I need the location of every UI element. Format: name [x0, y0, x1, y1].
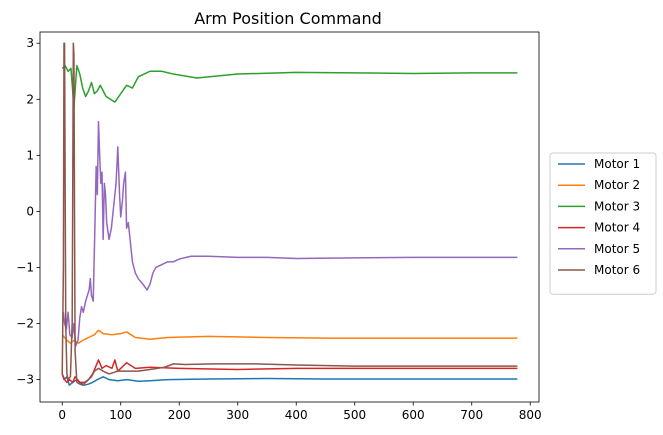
series-line-motor-1: [61, 373, 518, 386]
legend-label-motor-2: Motor 2: [594, 178, 640, 192]
x-tick-label: 600: [402, 408, 425, 422]
x-tick-label: 0: [58, 408, 66, 422]
x-axis: 0 100 200 300 400 500 600 700 800: [58, 402, 542, 422]
legend-box: [549, 152, 657, 295]
series-line-motor-3: [61, 64, 518, 109]
plot-frame: [39, 31, 540, 403]
series-line-motor-4: [61, 359, 518, 384]
legend-label-motor-1: Motor 1: [594, 157, 640, 171]
plot-area: [39, 31, 540, 403]
series-line-motor-6: [61, 42, 518, 386]
y-tick-label: 0: [26, 204, 34, 218]
y-tick-label: 1: [26, 148, 34, 162]
x-tick-label: 800: [519, 408, 542, 422]
legend-label-motor-4: Motor 4: [594, 221, 640, 235]
y-tick-label: 3: [26, 36, 34, 50]
x-tick-label: 400: [285, 408, 308, 422]
x-tick-label: 100: [109, 408, 132, 422]
chart-title: Arm Position Command: [194, 9, 382, 28]
y-tick-label: −2: [16, 317, 34, 331]
series-line-motor-5: [62, 120, 518, 347]
y-tick-label: −3: [16, 373, 34, 387]
legend: Motor 1 Motor 2 Motor 3 Motor 4 Motor 5 Motor…: [549, 152, 657, 295]
legend-label-motor-3: Motor 3: [594, 199, 640, 213]
y-tick-label: −1: [16, 260, 34, 274]
series-line-motor-2: [61, 329, 518, 344]
series-lines: [61, 42, 518, 386]
legend-label-motor-6: Motor 6: [594, 263, 640, 277]
y-axis: −3 −2 −1 0 1 2 3: [16, 36, 40, 387]
legend-label-motor-5: Motor 5: [594, 242, 640, 256]
x-tick-label: 200: [168, 408, 191, 422]
x-tick-label: 700: [460, 408, 483, 422]
x-tick-label: 300: [226, 408, 249, 422]
x-tick-label: 500: [343, 408, 366, 422]
y-tick-label: 2: [26, 92, 34, 106]
